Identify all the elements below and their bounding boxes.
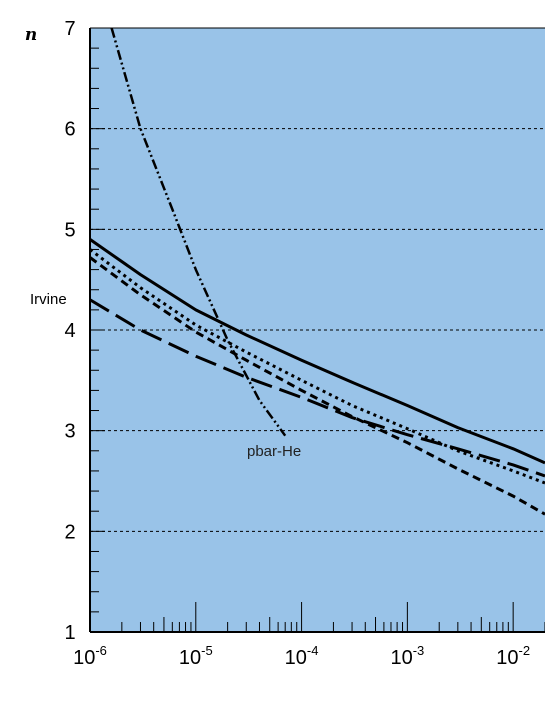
- series-line-short-dash: [90, 256, 545, 516]
- y-tick-label: 6: [64, 119, 75, 141]
- series-line-long-dash: [90, 298, 545, 478]
- y-tick-label: 7: [64, 18, 75, 40]
- series-lines: [90, 28, 545, 516]
- annotation-irvine: Irvine: [30, 291, 67, 308]
- axis-frame: [89, 27, 545, 633]
- annotation-pbar-he: pbar-He: [247, 443, 301, 460]
- x-tick-label: 10-2: [496, 643, 530, 669]
- y-tick-label: 4: [64, 320, 75, 342]
- series-line-solid: [90, 238, 545, 465]
- y-tick-label: 3: [64, 421, 75, 443]
- tick-labels: 1 2 3 4 5 6 7 10-6 10-5 10-4 10-3 10-2: [64, 18, 530, 669]
- series-line-dotted: [90, 248, 545, 485]
- y-tick-label: 2: [64, 521, 75, 543]
- y-axis-label: n: [25, 25, 37, 45]
- y-tick-label: 1: [64, 622, 75, 644]
- x-tick-label: 10-5: [179, 643, 213, 669]
- x-tick-label: 10-3: [390, 643, 424, 669]
- x-tick-label: 10-6: [73, 643, 107, 669]
- x-tick-label: 10-4: [285, 643, 319, 669]
- y-tick-label: 5: [64, 219, 75, 241]
- series-line-dash-dot: [110, 28, 287, 437]
